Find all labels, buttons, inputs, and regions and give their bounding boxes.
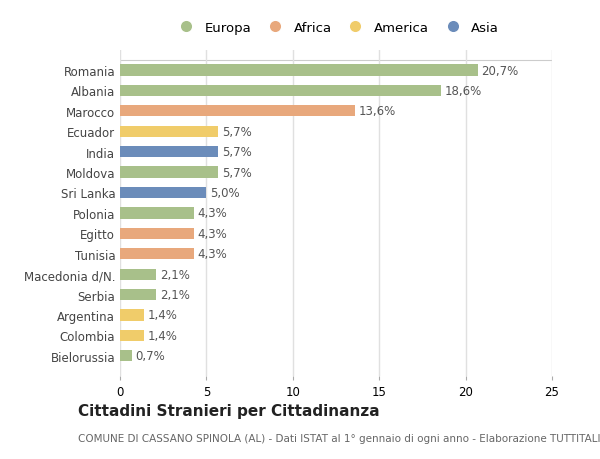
Bar (120, 330, 144, 341)
Text: 5,7%: 5,7% (222, 146, 252, 159)
Text: 5,0%: 5,0% (210, 187, 239, 200)
Bar (120, 310, 144, 321)
Text: 1,4%: 1,4% (148, 309, 178, 322)
Bar (120, 289, 156, 301)
Text: 13,6%: 13,6% (358, 105, 396, 118)
Bar (120, 147, 218, 158)
Text: 2,1%: 2,1% (160, 288, 190, 302)
Bar (120, 86, 442, 97)
Bar (120, 269, 156, 280)
Text: Cittadini Stranieri per Cittadinanza: Cittadini Stranieri per Cittadinanza (78, 403, 380, 419)
Text: 1,4%: 1,4% (148, 329, 178, 342)
Text: 4,3%: 4,3% (198, 227, 227, 240)
Text: COMUNE DI CASSANO SPINOLA (AL) - Dati ISTAT al 1° gennaio di ogni anno - Elabora: COMUNE DI CASSANO SPINOLA (AL) - Dati IS… (78, 433, 600, 442)
Text: 5,7%: 5,7% (222, 166, 252, 179)
Text: 0,7%: 0,7% (136, 349, 166, 363)
Bar (120, 126, 218, 138)
Bar (120, 208, 194, 219)
Text: 4,3%: 4,3% (198, 207, 227, 220)
Text: 4,3%: 4,3% (198, 248, 227, 261)
Bar (120, 187, 206, 199)
Bar (120, 167, 218, 178)
Bar (120, 249, 194, 260)
Bar (120, 350, 132, 362)
Bar (120, 106, 355, 117)
Text: 18,6%: 18,6% (445, 85, 482, 98)
Bar (120, 65, 478, 77)
Text: 5,7%: 5,7% (222, 125, 252, 139)
Legend: Europa, Africa, America, Asia: Europa, Africa, America, Asia (169, 18, 503, 39)
Bar (120, 228, 194, 240)
Text: 2,1%: 2,1% (160, 268, 190, 281)
Text: 20,7%: 20,7% (481, 64, 518, 78)
